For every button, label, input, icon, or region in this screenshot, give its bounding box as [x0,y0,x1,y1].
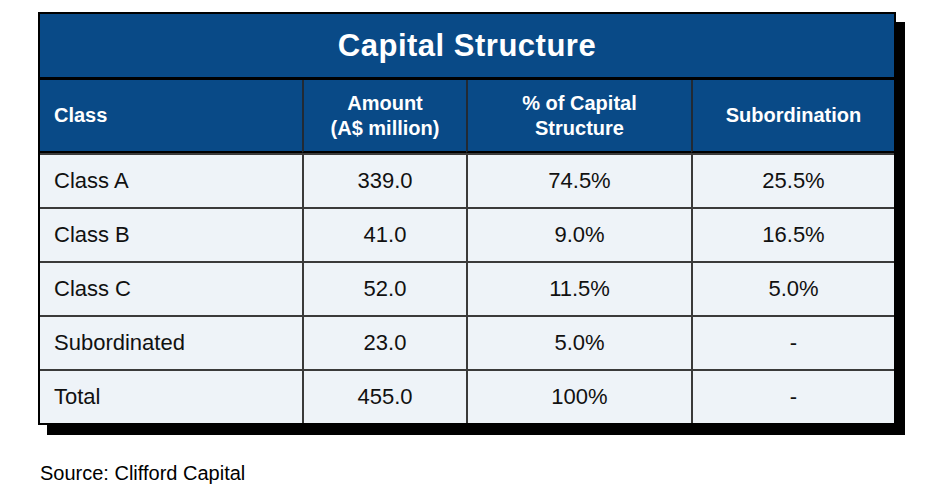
cell-class: Total [40,369,302,423]
cell-class: Subordinated [40,315,302,369]
column-header-amount: Amount (A$ million) [302,80,466,153]
cell-amount: 339.0 [302,153,466,207]
column-header-percent-of-capital-structure: % of Capital Structure [466,80,691,153]
cell-amount: 52.0 [302,261,466,315]
table-title: Capital Structure [40,14,894,80]
table-row-total: Total 455.0 100% - [40,369,894,423]
cell-percent: 74.5% [466,153,691,207]
cell-percent: 100% [466,369,691,423]
capital-structure-table: Capital Structure Class Amount (A$ milli… [38,12,896,425]
column-header-class: Class [40,80,302,153]
table-row-class-a: Class A 339.0 74.5% 25.5% [40,153,894,207]
cell-class: Class C [40,261,302,315]
cell-amount: 41.0 [302,207,466,261]
cell-subordination: - [691,369,894,423]
cell-subordination: 16.5% [691,207,894,261]
table-row-class-c: Class C 52.0 11.5% 5.0% [40,261,894,315]
cell-amount: 455.0 [302,369,466,423]
source-note: Source: Clifford Capital [40,462,245,485]
cell-subordination: 5.0% [691,261,894,315]
cell-class: Class A [40,153,302,207]
cell-class: Class B [40,207,302,261]
column-header-subordination: Subordination [691,80,894,153]
table-header-row: Class Amount (A$ million) % of Capital S… [40,80,894,153]
cell-subordination: 25.5% [691,153,894,207]
cell-percent: 5.0% [466,315,691,369]
cell-subordination: - [691,315,894,369]
cell-percent: 9.0% [466,207,691,261]
cell-percent: 11.5% [466,261,691,315]
table-row-class-b: Class B 41.0 9.0% 16.5% [40,207,894,261]
table-row-subordinated: Subordinated 23.0 5.0% - [40,315,894,369]
cell-amount: 23.0 [302,315,466,369]
